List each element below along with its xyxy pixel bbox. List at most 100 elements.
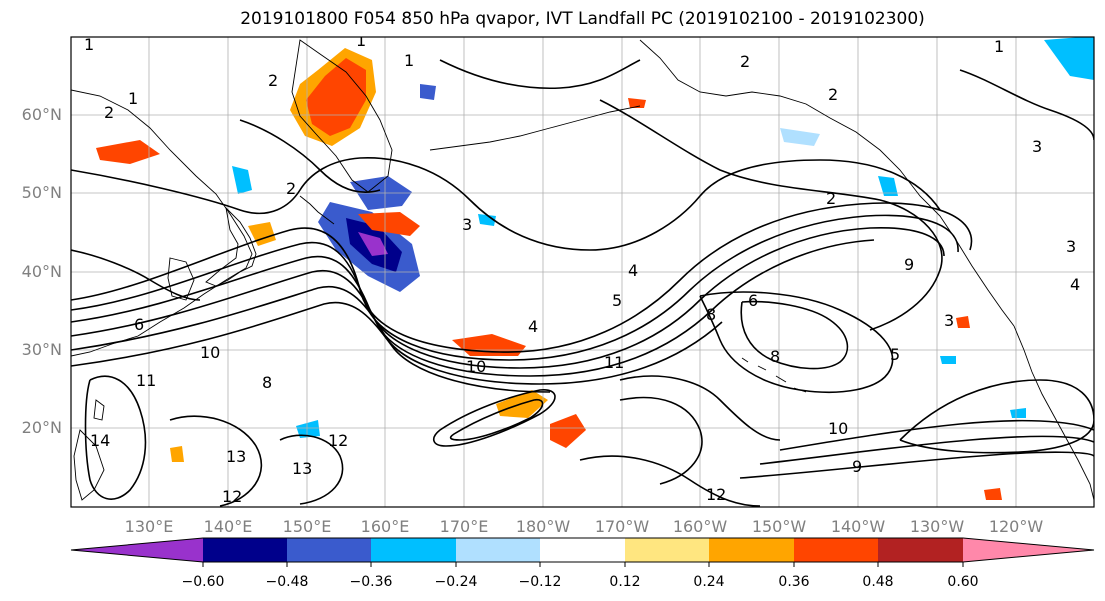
ivt-contour: [71, 239, 875, 377]
contour-label: 4: [1070, 275, 1080, 294]
contour-label: 6: [134, 315, 144, 334]
colorbar-segment: [456, 538, 540, 562]
contour-label: 12: [222, 487, 242, 506]
kamchatka-coastline: [291, 39, 393, 193]
contour-label: 10: [200, 343, 220, 362]
negative-anomaly-patch: [232, 166, 252, 194]
ivt-contour: [579, 455, 761, 507]
ivt-contour: [71, 249, 201, 301]
contour-label: 4: [528, 317, 538, 336]
ivt-contour: [739, 451, 1094, 479]
lat-tick-label: 40°N: [22, 262, 62, 281]
positive-anomaly-patch: [628, 98, 646, 108]
contour-label: 8: [706, 305, 716, 324]
map-title: 2019101800 F054 850 hPa qvapor, IVT Land…: [240, 9, 925, 29]
contour-label: 3: [944, 311, 954, 330]
ivt-contour: [439, 59, 641, 90]
ivt-contour: [899, 379, 1094, 454]
contour-label: 9: [852, 457, 862, 476]
colorbar-tick-label: 0.24: [693, 574, 724, 590]
contour-label: 5: [890, 345, 900, 364]
contour-labels: 1 1 1 1 1 2 2 2 2 2 2 3 3 3 3 4 4 4 5 5 …: [84, 31, 1080, 506]
lon-tick-label: 170°E: [440, 517, 489, 536]
contour-label: 11: [604, 353, 624, 372]
lon-tick-label: 130°W: [910, 517, 965, 536]
contour-label: 2: [740, 52, 750, 71]
colorbar-segment: [287, 538, 371, 562]
positive-anomaly-patch: [550, 414, 586, 448]
contour-label: 2: [286, 179, 296, 198]
ivt-contour: [619, 396, 703, 485]
lat-tick-label: 20°N: [22, 418, 62, 437]
negative-anomaly-patch: [420, 84, 436, 100]
ivt-contour: [279, 434, 344, 505]
lon-tick-label: 120°W: [989, 517, 1044, 536]
colorbar-segment: [625, 538, 709, 562]
ivt-contour: [84, 375, 147, 500]
contour-label: 13: [226, 447, 246, 466]
contour-label: 8: [770, 347, 780, 366]
taiwan-coastline: [93, 399, 105, 421]
contour-label: 11: [136, 371, 156, 390]
negative-anomaly-patch: [878, 176, 898, 196]
contour-label: 12: [328, 431, 348, 450]
lon-tick-label: 140°W: [831, 517, 886, 536]
philippines-coastline: [73, 429, 105, 501]
lon-tick-label: 130°E: [125, 517, 174, 536]
positive-anomaly-patch: [248, 222, 276, 246]
positive-anomaly-patch: [170, 446, 184, 462]
negative-anomaly-patch: [940, 356, 956, 364]
asia-coastline: [71, 89, 253, 357]
colorbar-tick-label: −0.36: [350, 574, 393, 590]
contour-label: 3: [462, 215, 472, 234]
colorbar-segment: [71, 538, 203, 562]
alaska-coastline: [639, 39, 1015, 327]
colorbar-tick-label: 0.60: [947, 574, 978, 590]
colorbar-tick-label: 0.36: [778, 574, 809, 590]
colorbar-tick-label: −0.12: [519, 574, 562, 590]
colorbar-segment: [878, 538, 963, 562]
negative-anomaly-patch: [1010, 408, 1026, 418]
ivt-contour: [779, 419, 1094, 451]
lat-tick-label: 30°N: [22, 340, 62, 359]
contour-label: 3: [1066, 237, 1076, 256]
positive-anomaly-patch: [358, 212, 420, 236]
colorbar-segment: [203, 538, 287, 562]
ivt-contour: [599, 99, 943, 331]
kuril-islands: [299, 195, 335, 225]
lon-tick-label: 140°E: [204, 517, 253, 536]
contour-label: 5: [612, 291, 622, 310]
contour-label: 1: [128, 89, 138, 108]
ivt-contour: [449, 398, 544, 441]
contour-label: 9: [904, 255, 914, 274]
colorbar-tick-label: −0.60: [182, 574, 225, 590]
map-frame: [70, 36, 1095, 508]
contour-label: 8: [262, 373, 272, 392]
contour-label: 2: [828, 85, 838, 104]
korea-coastline: [167, 257, 195, 301]
contour-label: 1: [994, 37, 1004, 56]
contour-label: 2: [268, 71, 278, 90]
ivt-contour: [699, 291, 894, 393]
graticule: [71, 37, 1094, 507]
colorbar-tick-label: 0.12: [609, 574, 640, 590]
contour-label: 10: [466, 357, 486, 376]
colorbar-segment: [371, 538, 456, 562]
contour-label: 1: [404, 51, 414, 70]
lat-tick-label: 60°N: [22, 105, 62, 124]
lon-tick-label: 150°E: [283, 517, 332, 536]
ivt-contours: [71, 59, 1094, 507]
lon-tick-label: 160°W: [673, 517, 728, 536]
contour-label: 1: [356, 31, 366, 50]
positive-anomaly-patch: [956, 316, 970, 328]
colorbar-segment: [540, 538, 625, 562]
colorbar-segment: [709, 538, 794, 562]
contour-label: 2: [104, 103, 114, 122]
lon-tick-label: 170°W: [595, 517, 650, 536]
negative-anomaly-patch: [478, 214, 496, 226]
lon-tick-label: 150°W: [752, 517, 807, 536]
negative-anomaly-patch: [1044, 37, 1094, 80]
contour-label: 1: [84, 35, 94, 54]
contour-label: 6: [748, 291, 758, 310]
negative-anomaly-patch: [358, 232, 388, 256]
